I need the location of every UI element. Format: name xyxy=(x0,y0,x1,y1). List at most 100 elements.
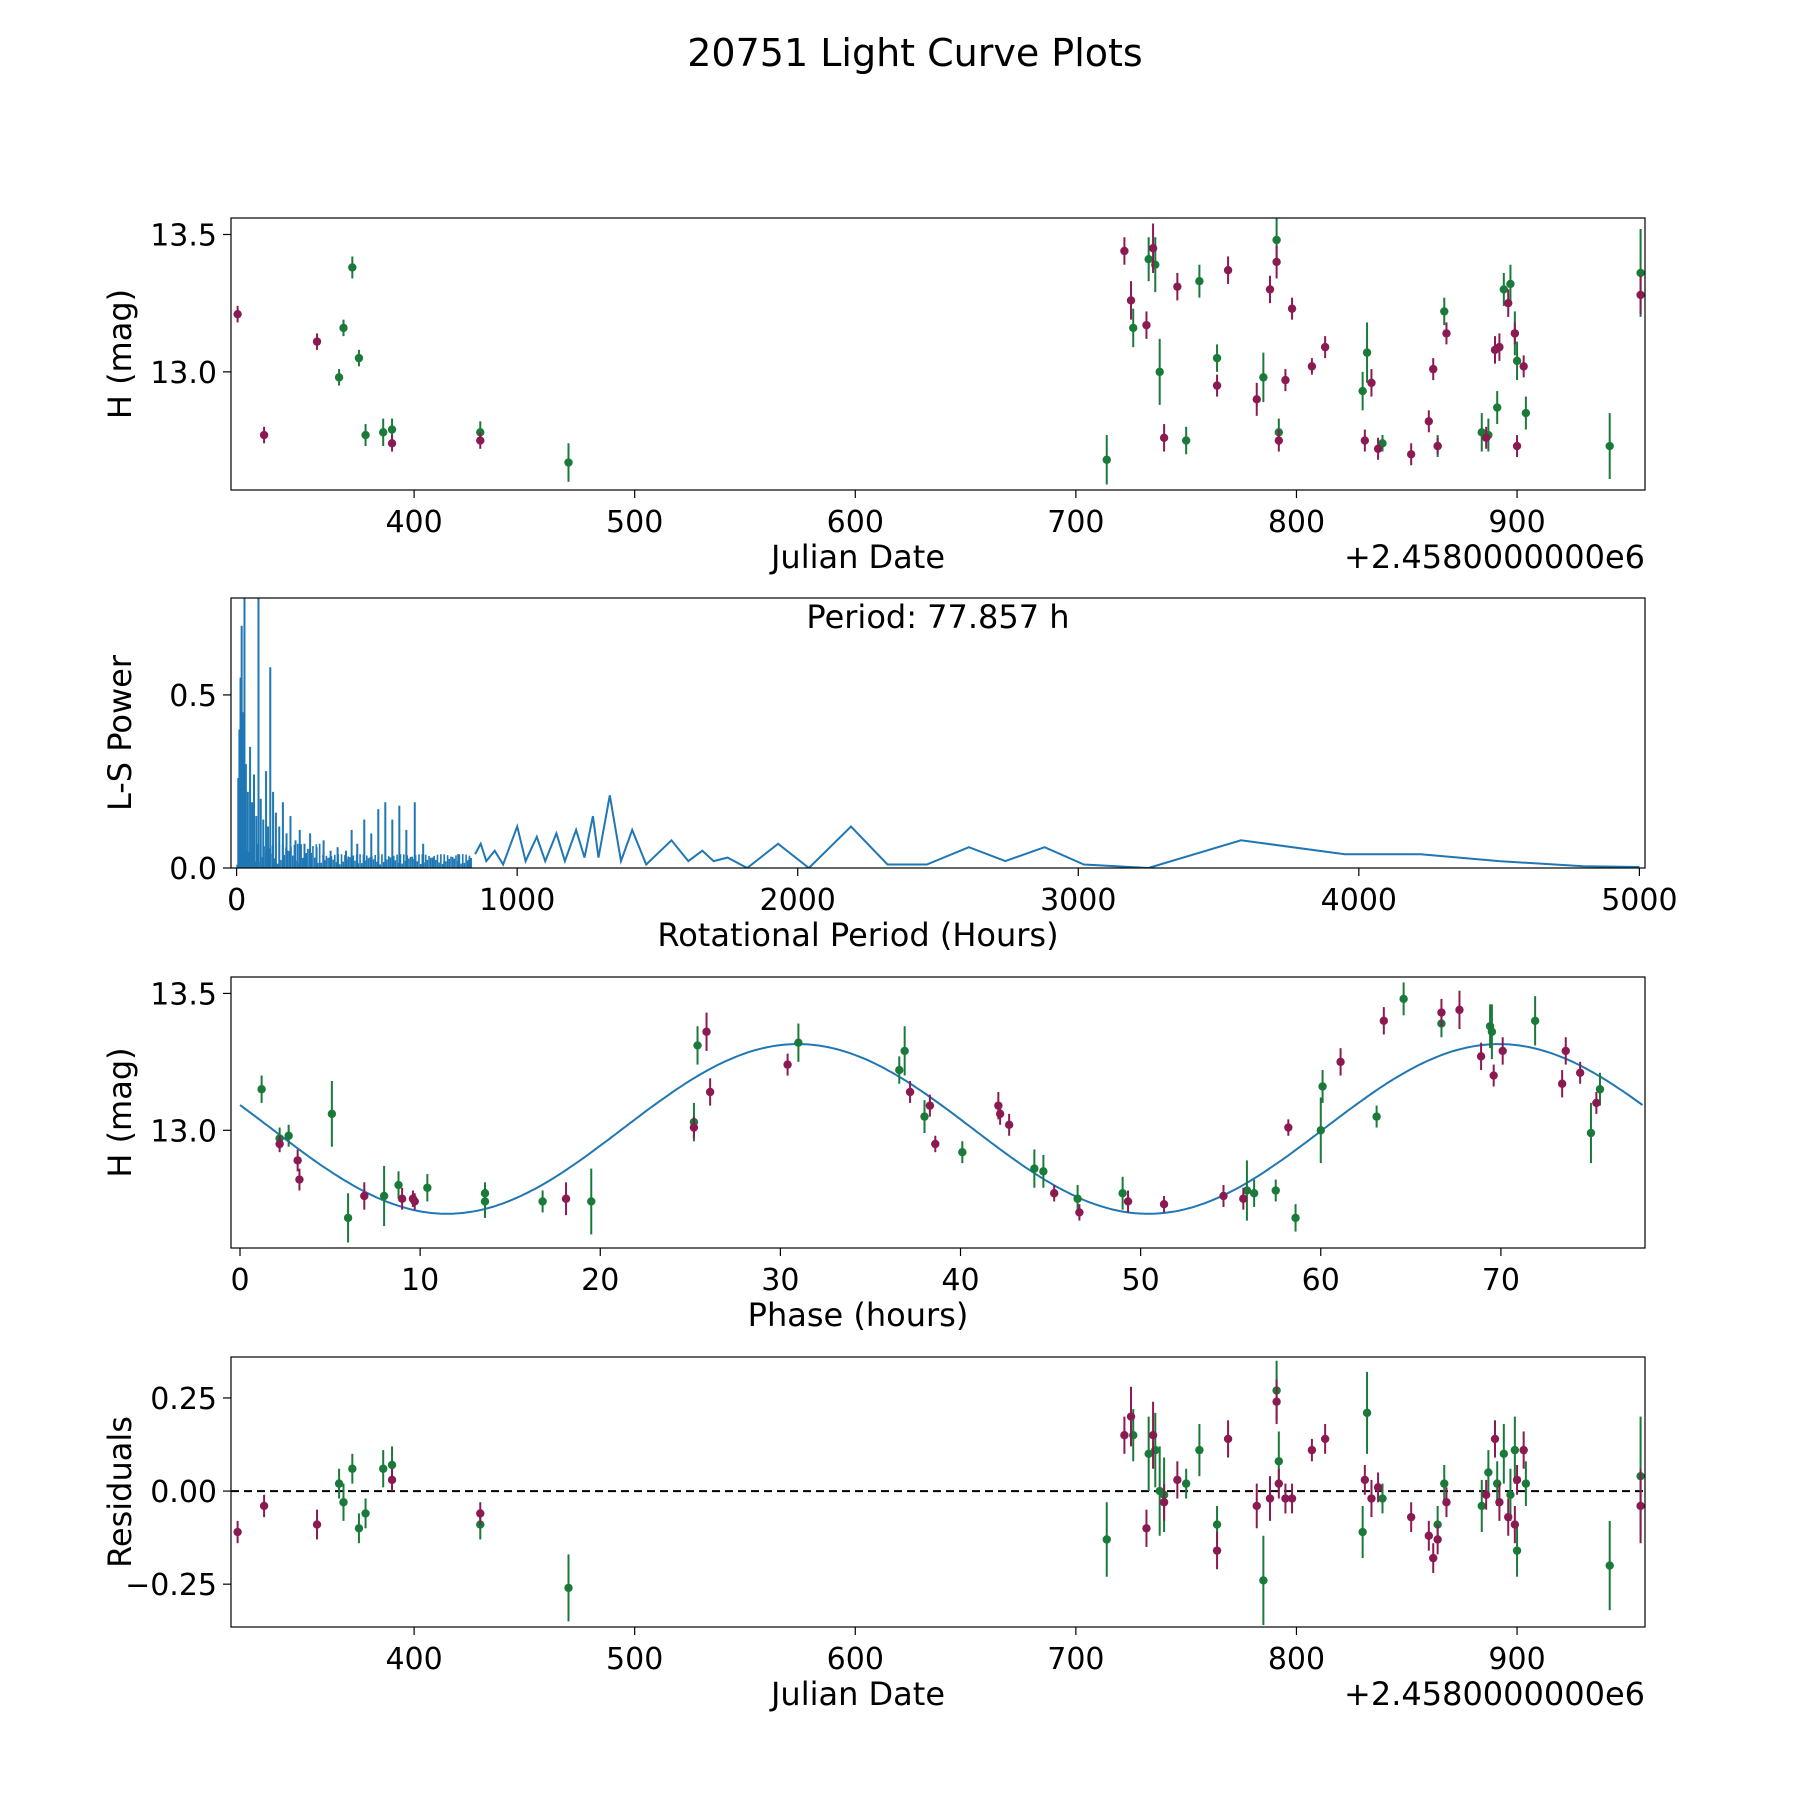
green-point xyxy=(257,1085,266,1094)
green-point xyxy=(564,458,573,467)
red-point xyxy=(1489,1071,1498,1080)
green-point xyxy=(343,1213,353,1223)
green-point xyxy=(1259,373,1268,382)
red-point xyxy=(994,1101,1003,1110)
green-point xyxy=(1506,279,1515,289)
green-point xyxy=(394,1180,403,1190)
red-point xyxy=(1406,1512,1416,1522)
green-point xyxy=(1362,1408,1372,1418)
green-point xyxy=(1487,1027,1497,1036)
green-point xyxy=(1271,1186,1280,1195)
red-point xyxy=(1272,257,1281,267)
red-point xyxy=(702,1027,711,1036)
green-point xyxy=(1316,1126,1325,1135)
y-tick-label: 13.0 xyxy=(150,356,217,391)
x-axis-label: Phase (hours) xyxy=(748,1296,969,1334)
green-point xyxy=(1477,1501,1486,1511)
green-point xyxy=(1399,994,1408,1004)
red-point xyxy=(925,1101,935,1110)
x-axis-label: Julian Date xyxy=(769,538,945,576)
green-point xyxy=(379,1191,389,1201)
x-axis-label: Rotational Period (Hours) xyxy=(657,916,1058,954)
red-point xyxy=(1575,1068,1585,1078)
green-point xyxy=(1039,1167,1048,1176)
red-point xyxy=(1239,1194,1248,1203)
red-point xyxy=(1481,1490,1491,1499)
figure-title: 20751 Light Curve Plots xyxy=(687,31,1142,75)
green-point xyxy=(348,263,357,272)
green-point xyxy=(1362,348,1372,357)
red-point xyxy=(1406,450,1416,459)
green-point xyxy=(480,1197,490,1206)
green-point xyxy=(1242,1186,1252,1195)
green-point xyxy=(387,1460,397,1470)
lightcurve-panel: 400 500 600 700 800 900 13.0 13.5 Julian Date H (… xyxy=(101,217,1646,576)
y-tick-label: 0.00 xyxy=(150,1475,217,1510)
red-point xyxy=(1442,329,1451,338)
red-point xyxy=(1433,441,1442,451)
red-point xyxy=(1379,1016,1389,1025)
green-point xyxy=(348,1464,357,1473)
x-tick-label: 1000 xyxy=(479,883,555,918)
red-point xyxy=(1429,1553,1438,1563)
red-point xyxy=(1442,1498,1451,1507)
green-point xyxy=(958,1147,967,1157)
red-point xyxy=(293,1156,302,1165)
green-point xyxy=(1155,367,1164,377)
red-point xyxy=(1510,1520,1520,1529)
green-point xyxy=(1358,386,1367,396)
x-tick-label: 0 xyxy=(230,1263,249,1298)
green-point xyxy=(379,428,388,437)
red-point xyxy=(1504,298,1513,308)
green-point xyxy=(1636,268,1645,278)
x-tick-label: 500 xyxy=(606,505,663,540)
red-point xyxy=(1307,1445,1317,1455)
residuals-panel: 400 500 600 700 800 900 0.25 0.00 −0.25 Julian Da… xyxy=(101,1356,1646,1713)
x-tick-label: 20 xyxy=(581,1263,619,1298)
red-point xyxy=(1519,1445,1528,1455)
y-axis-label: H (mag) xyxy=(101,289,139,419)
red-point xyxy=(1498,1046,1507,1056)
green-point xyxy=(379,1464,388,1473)
red-point xyxy=(1424,417,1434,426)
red-point xyxy=(1495,342,1504,352)
green-point xyxy=(564,1583,573,1593)
red-point xyxy=(1126,296,1136,305)
red-point xyxy=(1424,1531,1434,1540)
red-point xyxy=(1173,282,1182,291)
red-point xyxy=(1561,1046,1570,1056)
red-point xyxy=(1512,441,1522,451)
green-point xyxy=(334,1479,344,1488)
green-point xyxy=(1274,1457,1284,1466)
green-point xyxy=(1493,403,1502,412)
red-point xyxy=(1636,1501,1645,1511)
y-tick-label: 13.0 xyxy=(150,1114,217,1149)
x-tick-label: 400 xyxy=(385,1642,442,1677)
y-tick-label: 13.5 xyxy=(150,218,217,253)
green-point xyxy=(284,1131,293,1140)
lightcurve-axes-frame xyxy=(230,217,1646,491)
x-tick-label: 3000 xyxy=(1040,883,1116,918)
x-tick-label: 600 xyxy=(827,1642,884,1677)
red-point xyxy=(1373,444,1383,453)
green-point xyxy=(1195,276,1204,286)
red-point xyxy=(360,1191,369,1201)
green-point xyxy=(361,1509,370,1518)
red-point xyxy=(1287,1494,1297,1503)
red-point xyxy=(1252,1501,1261,1511)
green-point xyxy=(334,373,344,382)
x-tick-label: 0 xyxy=(227,883,246,918)
x-tick-label: 40 xyxy=(941,1263,979,1298)
residuals-plot-area xyxy=(231,1360,1645,1626)
x-tick-label: 60 xyxy=(1302,1263,1340,1298)
green-point xyxy=(920,1112,929,1121)
fit-curve xyxy=(239,1043,1644,1215)
red-point xyxy=(689,1123,699,1132)
y-axis-label: H (mag) xyxy=(101,1047,139,1177)
green-point xyxy=(327,1109,337,1119)
green-point xyxy=(1358,1527,1367,1537)
x-offset-text: +2.4580000000e6 xyxy=(1344,1675,1645,1713)
red-point xyxy=(1360,1475,1370,1485)
red-point xyxy=(1320,1434,1330,1444)
